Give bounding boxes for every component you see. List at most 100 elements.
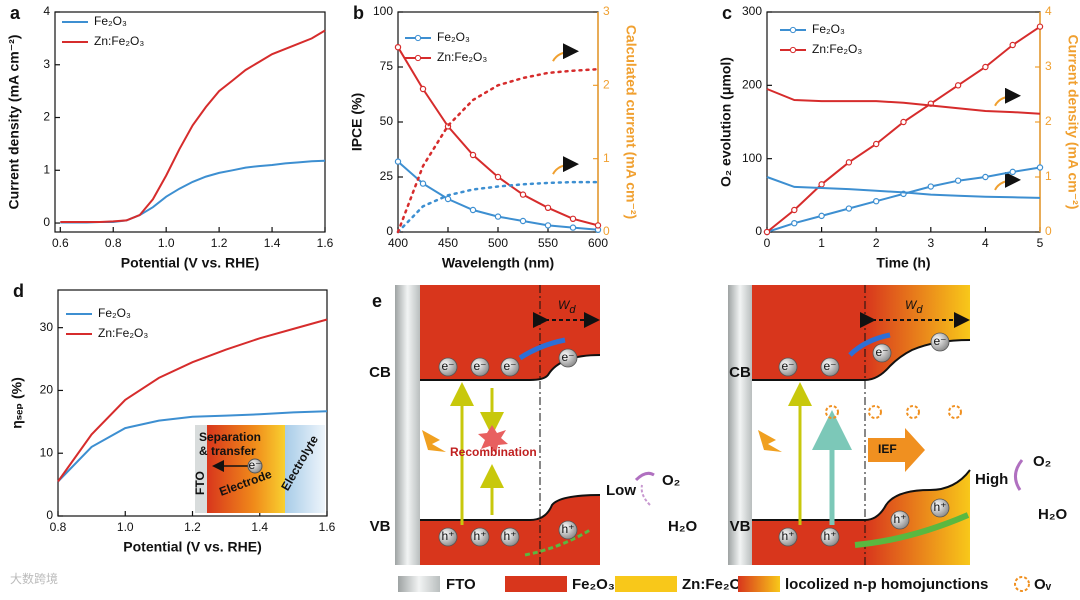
vacancy: [825, 405, 839, 419]
y-axis-title: IPCE (%): [349, 93, 365, 151]
carrier-label: h⁺: [781, 529, 794, 543]
series-marker: [873, 140, 880, 148]
carrier-label: e⁻: [823, 359, 836, 373]
x-tick-label: 500: [488, 236, 508, 250]
series-marker: [444, 195, 452, 203]
o2-label: O₂: [662, 472, 680, 489]
inset-electron: [247, 458, 263, 474]
hole-arrow: [524, 528, 591, 557]
carrier-label: h⁺: [473, 529, 486, 543]
carrier: e⁻: [470, 357, 490, 377]
carrier: e⁻: [500, 357, 520, 377]
ief-arrow: [868, 428, 925, 472]
y-tick-label: 0: [755, 224, 762, 238]
carrier-label: h⁺: [503, 529, 516, 543]
carrier: e⁻: [558, 348, 578, 368]
legend-label: Zn:Fe₂O₃: [437, 50, 487, 64]
vb-label: VB: [730, 518, 751, 535]
series-line: [396, 180, 600, 234]
x-tick-label: 0.6: [52, 236, 69, 250]
panel-label: c: [722, 3, 732, 23]
legend-label: Oᵥ: [1034, 576, 1052, 593]
carrier-label: e⁻: [781, 359, 794, 373]
wd-label: Wd: [558, 298, 576, 316]
carrier-ball: [558, 348, 578, 368]
y-tick-label: 100: [742, 151, 762, 165]
y-tick-label: 75: [380, 59, 394, 73]
fe2o3-region: [420, 285, 600, 380]
light-icon: [422, 430, 446, 452]
x-tick-label: 4: [982, 236, 989, 250]
inset-layer-label: FTO: [193, 471, 207, 495]
legend-marker: [789, 26, 797, 34]
legend-label: Zn:Fe₂O₃: [98, 326, 148, 340]
carrier-ball: [470, 357, 490, 377]
carrier-label: h⁺: [893, 512, 906, 526]
y-tick-label: 20: [40, 383, 54, 397]
y-tick-label: 4: [43, 4, 50, 18]
series-marker: [1036, 164, 1044, 171]
series-line: [57, 410, 328, 483]
chart-panel: d 0.8 1.0 1.2 1.4 1.6 0 10 20 30 Potential (V vs. …: [9, 281, 336, 555]
series-marker: [1009, 168, 1016, 176]
carrier-label: h⁺: [823, 529, 836, 543]
carrier-ball: [778, 357, 798, 377]
series-marker: [469, 151, 477, 159]
carrier: e⁻: [930, 332, 950, 352]
band-diagram-left: [395, 285, 655, 565]
homojunction-region: [865, 285, 970, 380]
x-tick-label: 400: [388, 236, 408, 250]
electron-arrow: [848, 332, 891, 357]
y-tick-label: 25: [380, 169, 394, 183]
legend-label: Zn:Fe₂O₃: [812, 42, 862, 56]
x-axis-title: Wavelength (nm): [442, 255, 554, 271]
carrier: h⁺: [890, 510, 910, 530]
legend-label: Fe₂O₃: [437, 30, 470, 44]
legend-marker: [414, 54, 422, 62]
o2-label: O₂: [1033, 453, 1051, 470]
y-tick-label: 1: [43, 162, 50, 176]
y2-tick-label: 0: [1045, 224, 1052, 238]
carrier-ball: [558, 520, 578, 540]
carrier-ball: [778, 527, 798, 547]
x-tick-label: 1.0: [117, 520, 134, 534]
cb-edge: [420, 354, 601, 381]
series-marker: [818, 212, 825, 220]
chart-panel: a 0.6 0.8 1.0 1.2 1.4 1.6 0 1 2 3 4 Potential (V vs.…: [6, 3, 334, 271]
x-tick-label: 450: [438, 236, 458, 250]
series-marker: [419, 85, 427, 93]
carrier-label: e⁻: [933, 334, 946, 348]
legend-label: Fe₂O₃: [98, 306, 131, 320]
plot-frame: [397, 11, 599, 233]
y-tick-label: 3: [43, 57, 50, 71]
y2-tick-label: 2: [1045, 114, 1052, 128]
legend-swatch: [1014, 576, 1030, 592]
activity-label: Low: [606, 482, 636, 499]
carrier: e⁻: [778, 357, 798, 377]
x-tick-label: 2: [873, 236, 880, 250]
y-tick-label: 10: [40, 445, 54, 459]
series-marker: [394, 44, 402, 51]
x-axis-title: Potential (V vs. RHE): [121, 255, 259, 271]
carrier: h⁺: [820, 527, 840, 547]
carrier-ball: [930, 332, 950, 352]
series-line: [396, 67, 600, 234]
legend-label: Zn:Fe₂O₃: [682, 576, 748, 593]
carrier: h⁺: [470, 527, 490, 547]
carrier-label: e⁻: [473, 359, 486, 373]
vb-label: VB: [370, 518, 391, 535]
x-tick-label: 5: [1037, 236, 1044, 250]
series-marker: [544, 204, 552, 211]
x-tick-label: 600: [588, 236, 608, 250]
axis-pointer: [994, 171, 1021, 191]
y-tick-label: 300: [742, 4, 762, 18]
carrier-ball: [500, 357, 520, 377]
series-marker: [544, 222, 552, 229]
inset-electron-label: e⁻: [248, 458, 261, 472]
series-marker: [873, 197, 880, 205]
legend-label: Fe₂O₃: [572, 576, 615, 593]
x-tick-label: 3: [927, 236, 934, 250]
